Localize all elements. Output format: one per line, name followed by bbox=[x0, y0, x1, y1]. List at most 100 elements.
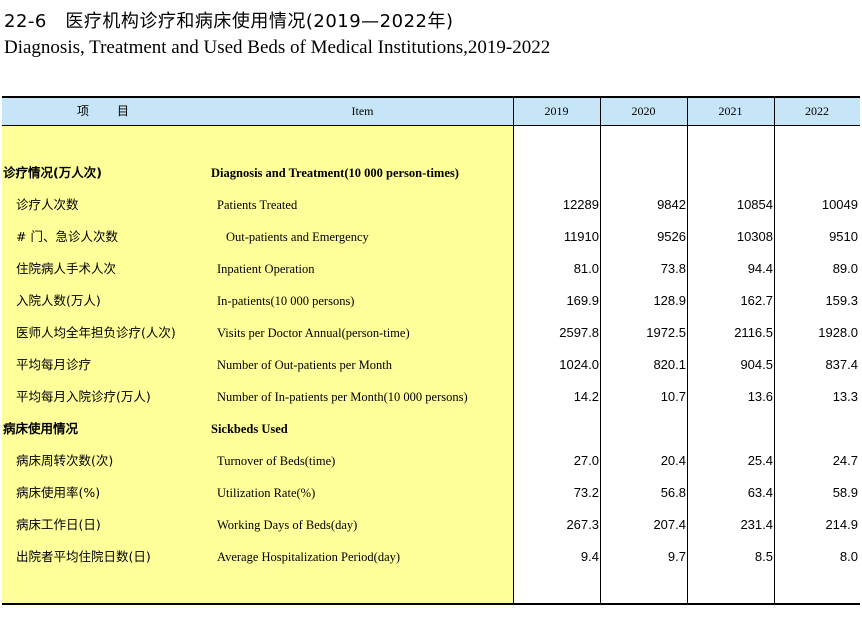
row-label-cn: 医师人均全年担负诊疗(人次) bbox=[16, 325, 176, 340]
table-row: 住院病人手术人次 Inpatient Operation 81.0 73.8 94.4 8… bbox=[2, 253, 860, 285]
row-label-cn: 病床周转次数(次) bbox=[16, 453, 114, 468]
section-row: 诊疗情况(万人次) Diagnosis and Treatment(10 000 … bbox=[2, 157, 860, 189]
cell-value: 8.0 bbox=[839, 549, 858, 564]
table-row: 病床周转次数(次) Turnover of Beds(time) 27.0 20.4 2… bbox=[2, 445, 860, 477]
page-title-en: Diagnosis, Treatment and Used Beds of Me… bbox=[4, 37, 551, 58]
cell-value: 2597.8 bbox=[559, 325, 599, 340]
header-year: 2019 bbox=[544, 104, 569, 118]
cell-value: 169.9 bbox=[566, 293, 599, 308]
cell-value: 10308 bbox=[736, 229, 773, 244]
cell-value bbox=[693, 413, 773, 445]
row-label-en: Turnover of Beds(time) bbox=[217, 454, 336, 468]
header-rule bbox=[2, 125, 860, 126]
table-row: 平均每月入院诊疗(万人) Number of In-patients per Mo… bbox=[2, 381, 860, 413]
column-divider bbox=[774, 98, 775, 603]
cell-value bbox=[519, 413, 599, 445]
table-row: # 门、急诊人次数 Out-patients and Emergency 11910… bbox=[2, 221, 860, 253]
header-year: 2021 bbox=[718, 104, 743, 118]
cell-value: 2116.5 bbox=[734, 325, 773, 340]
cell-value: 207.4 bbox=[653, 517, 686, 532]
cell-value: 11910 bbox=[563, 229, 599, 244]
cell-value: 820.1 bbox=[653, 357, 686, 372]
header-item-cn: 项 目 bbox=[76, 104, 137, 118]
cell-value: 10049 bbox=[821, 197, 858, 212]
item-column-background bbox=[2, 126, 513, 603]
cell-value: 81.0 bbox=[573, 261, 599, 276]
cell-value: 89.0 bbox=[832, 261, 858, 276]
cell-value: 162.7 bbox=[740, 293, 773, 308]
row-label-en: In-patients(10 000 persons) bbox=[217, 294, 355, 308]
cell-value: 12289 bbox=[562, 197, 599, 212]
header-year: 2020 bbox=[631, 104, 656, 118]
statistics-table: 项 目 Item 2019 2020 2021 2022 诊疗情况(万人次) Di… bbox=[2, 96, 860, 605]
page-title-cn: 22-6 医疗机构诊疗和病床使用情况(2019—2022年) bbox=[4, 11, 454, 32]
cell-value: 159.3 bbox=[825, 293, 858, 308]
row-label-en: Out-patients and Emergency bbox=[226, 230, 369, 244]
row-label-en: Number of In-patients per Month(10 000 p… bbox=[217, 390, 468, 404]
cell-value: 58.9 bbox=[832, 485, 858, 500]
header-year: 2022 bbox=[805, 104, 829, 118]
cell-value bbox=[606, 413, 686, 445]
cell-value bbox=[778, 413, 858, 445]
cell-value bbox=[693, 157, 773, 189]
cell-value: 13.6 bbox=[747, 389, 773, 404]
cell-value: 56.8 bbox=[660, 485, 686, 500]
cell-value: 27.0 bbox=[573, 453, 599, 468]
table-row: 医师人均全年担负诊疗(人次) Visits per Doctor Annual(p… bbox=[2, 317, 860, 349]
table-row: 出院者平均住院日数(日) Average Hospitalization Peri… bbox=[2, 541, 860, 573]
row-label-en: Utilization Rate(%) bbox=[217, 486, 316, 500]
cell-value: 10.7 bbox=[660, 389, 686, 404]
cell-value: 9842 bbox=[657, 197, 686, 212]
column-divider bbox=[687, 98, 688, 603]
table-row: 病床工作日(日) Working Days of Beds(day) 267.3 20… bbox=[2, 509, 860, 541]
row-label-cn: 入院人数(万人) bbox=[16, 293, 101, 308]
row-label-en: Inpatient Operation bbox=[217, 262, 315, 276]
row-label-en: Visits per Doctor Annual(person-time) bbox=[217, 326, 410, 340]
row-label-en: Number of Out-patients per Month bbox=[217, 358, 392, 372]
column-divider bbox=[600, 98, 601, 603]
cell-value bbox=[519, 157, 599, 189]
cell-value: 267.3 bbox=[566, 517, 599, 532]
cell-value: 25.4 bbox=[747, 453, 773, 468]
header-item-en: Item bbox=[351, 104, 374, 118]
cell-value: 24.7 bbox=[832, 453, 858, 468]
cell-value: 20.4 bbox=[660, 453, 686, 468]
cell-value: 9510 bbox=[829, 229, 858, 244]
cell-value bbox=[606, 157, 686, 189]
row-label-cn: 病床工作日(日) bbox=[16, 517, 101, 532]
row-label-cn: 诊疗人次数 bbox=[16, 197, 79, 212]
row-label-cn: 病床使用率(%) bbox=[16, 485, 101, 500]
row-label-cn: 出院者平均住院日数(日) bbox=[16, 549, 151, 564]
row-label-en: Patients Treated bbox=[217, 198, 298, 212]
row-label-cn: 诊疗情况(万人次) bbox=[3, 165, 102, 180]
cell-value: 1024.0 bbox=[559, 357, 599, 372]
cell-value: 231.4 bbox=[740, 517, 773, 532]
cell-value: 9526 bbox=[657, 229, 686, 244]
cell-value: 904.5 bbox=[740, 357, 773, 372]
table-row: 平均每月诊疗 Number of Out-patients per Month 10… bbox=[2, 349, 860, 381]
top-rule bbox=[2, 96, 860, 98]
cell-value: 128.9 bbox=[653, 293, 686, 308]
table-row: 诊疗人次数 Patients Treated 12289 9842 10854 10049 bbox=[2, 189, 860, 221]
cell-value: 14.2 bbox=[573, 389, 599, 404]
table-row: 入院人数(万人) In-patients(10 000 persons) 169.9… bbox=[2, 285, 860, 317]
cell-value: 94.4 bbox=[747, 261, 773, 276]
cell-value: 837.4 bbox=[825, 357, 858, 372]
cell-value: 9.4 bbox=[580, 549, 599, 564]
row-label-cn: 病床使用情况 bbox=[3, 421, 79, 436]
column-divider bbox=[513, 98, 514, 603]
section-row: 病床使用情况 Sickbeds Used bbox=[2, 413, 860, 445]
table-header bbox=[2, 98, 860, 125]
cell-value: 13.3 bbox=[832, 389, 858, 404]
cell-value: 73.8 bbox=[660, 261, 686, 276]
table-row: 病床使用率(%) Utilization Rate(%) 73.2 56.8 63.4 5… bbox=[2, 477, 860, 509]
cell-value: 214.9 bbox=[825, 517, 858, 532]
row-label-en: Average Hospitalization Period(day) bbox=[217, 550, 401, 564]
row-label-cn: 平均每月诊疗 bbox=[16, 357, 92, 372]
row-label-cn: 平均每月入院诊疗(万人) bbox=[16, 389, 151, 404]
row-label-en: Sickbeds Used bbox=[211, 422, 288, 436]
cell-value bbox=[778, 157, 858, 189]
cell-value: 1928.0 bbox=[818, 325, 858, 340]
cell-value: 1972.5 bbox=[646, 325, 686, 340]
row-label-cn: # 门、急诊人次数 bbox=[16, 229, 118, 244]
